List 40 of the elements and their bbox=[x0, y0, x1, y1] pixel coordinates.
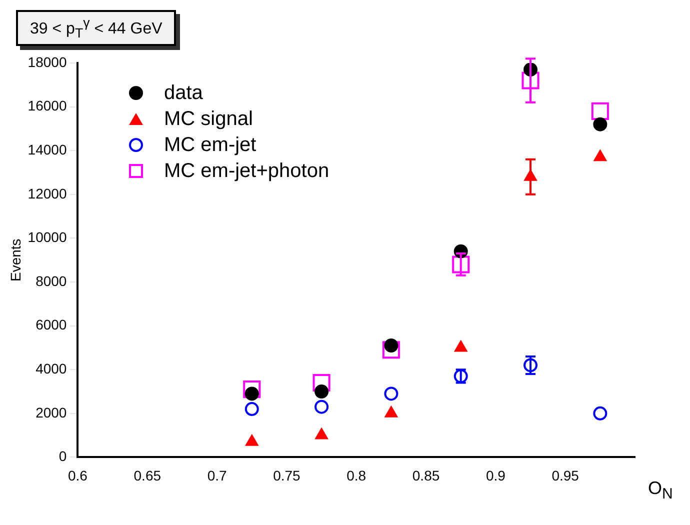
y-tick-label: 12000 bbox=[28, 185, 67, 202]
y-tick-label: 4000 bbox=[36, 360, 67, 376]
x-tick-label: 0.65 bbox=[134, 467, 162, 484]
point bbox=[593, 406, 608, 420]
y-tick-label: 2000 bbox=[36, 404, 67, 420]
point bbox=[452, 256, 470, 274]
y-tick-label: 0 bbox=[58, 448, 67, 464]
point bbox=[314, 384, 329, 398]
point bbox=[524, 358, 538, 372]
y-axis-title: Events bbox=[7, 238, 24, 282]
point bbox=[314, 400, 329, 414]
y-tick-label: 14000 bbox=[28, 141, 67, 158]
x-tick-label: 0.6 bbox=[68, 467, 88, 484]
x-tick-label: 0.7 bbox=[207, 467, 227, 484]
point bbox=[312, 374, 330, 392]
y-tick-label: 10000 bbox=[28, 229, 67, 246]
x-tick-label: 0.75 bbox=[273, 467, 301, 484]
legend-label: data bbox=[164, 81, 203, 106]
point bbox=[522, 72, 540, 90]
legend-label: MC em-jet+photon bbox=[164, 159, 330, 184]
x-axis-title: O$_{N}$ bbox=[648, 478, 673, 503]
point bbox=[243, 380, 261, 398]
y-tick-label: 6000 bbox=[36, 316, 67, 333]
point bbox=[593, 117, 608, 132]
y-tick-label: 8000 bbox=[36, 272, 67, 289]
legend-label: MC signal bbox=[164, 107, 253, 132]
point bbox=[384, 386, 398, 401]
point bbox=[454, 340, 468, 352]
y-tick-label: 18000 bbox=[28, 54, 67, 70]
x-tick-label: 0.95 bbox=[552, 467, 580, 484]
y-tick-label: 16000 bbox=[28, 98, 67, 114]
point bbox=[382, 341, 400, 359]
point bbox=[244, 402, 259, 416]
legend-label: MC em-jet bbox=[164, 133, 256, 158]
x-tick-label: 0.9 bbox=[486, 467, 506, 484]
x-tick-label: 0.85 bbox=[412, 467, 440, 484]
point bbox=[591, 102, 609, 120]
point bbox=[594, 150, 606, 162]
x-tick-label: 0.8 bbox=[346, 467, 366, 484]
chart-title: 39 < p$_{T}$$^{γ}$ < 44 GeV bbox=[16, 10, 176, 46]
